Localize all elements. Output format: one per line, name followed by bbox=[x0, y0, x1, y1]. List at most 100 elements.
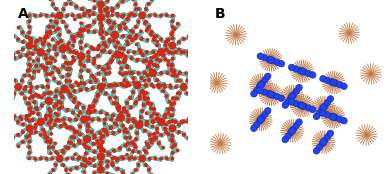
Circle shape bbox=[86, 136, 89, 139]
Circle shape bbox=[99, 157, 102, 160]
Circle shape bbox=[100, 167, 102, 169]
Circle shape bbox=[26, 69, 29, 72]
Circle shape bbox=[155, 35, 158, 38]
Circle shape bbox=[63, 48, 66, 51]
Circle shape bbox=[160, 14, 162, 17]
Circle shape bbox=[77, 157, 80, 160]
Circle shape bbox=[43, 93, 46, 96]
Circle shape bbox=[60, 49, 63, 52]
Circle shape bbox=[125, 72, 128, 74]
Circle shape bbox=[139, 14, 142, 17]
Circle shape bbox=[183, 120, 185, 123]
Circle shape bbox=[99, 155, 103, 158]
Circle shape bbox=[134, 25, 137, 28]
Circle shape bbox=[133, 51, 136, 54]
Circle shape bbox=[73, 144, 76, 147]
Circle shape bbox=[57, 157, 60, 160]
Circle shape bbox=[38, 121, 41, 125]
Circle shape bbox=[16, 87, 19, 90]
Circle shape bbox=[82, 106, 85, 109]
Circle shape bbox=[76, 33, 79, 36]
Circle shape bbox=[101, 4, 104, 7]
Circle shape bbox=[81, 56, 84, 59]
Circle shape bbox=[71, 14, 74, 17]
Circle shape bbox=[73, 136, 75, 138]
Circle shape bbox=[69, 84, 73, 87]
Circle shape bbox=[72, 44, 74, 46]
Circle shape bbox=[254, 87, 260, 94]
Circle shape bbox=[42, 86, 44, 88]
Circle shape bbox=[72, 128, 74, 130]
Circle shape bbox=[175, 86, 178, 88]
Circle shape bbox=[135, 85, 138, 88]
Circle shape bbox=[85, 45, 87, 47]
Circle shape bbox=[82, 118, 86, 121]
Circle shape bbox=[288, 95, 294, 101]
Circle shape bbox=[101, 169, 104, 172]
Circle shape bbox=[29, 44, 32, 46]
Circle shape bbox=[122, 22, 125, 25]
Circle shape bbox=[62, 164, 65, 166]
Circle shape bbox=[83, 65, 85, 68]
Circle shape bbox=[48, 108, 51, 110]
Circle shape bbox=[91, 74, 93, 77]
Circle shape bbox=[118, 52, 120, 55]
Circle shape bbox=[138, 122, 141, 125]
Circle shape bbox=[32, 60, 34, 62]
Circle shape bbox=[61, 88, 64, 91]
Circle shape bbox=[149, 69, 152, 72]
Circle shape bbox=[117, 55, 120, 58]
Circle shape bbox=[102, 3, 104, 5]
Circle shape bbox=[158, 120, 161, 123]
Circle shape bbox=[65, 87, 68, 90]
Circle shape bbox=[293, 122, 299, 129]
Circle shape bbox=[130, 13, 133, 15]
Circle shape bbox=[114, 32, 118, 35]
Circle shape bbox=[152, 73, 156, 76]
Circle shape bbox=[142, 60, 145, 63]
Circle shape bbox=[150, 57, 153, 59]
Circle shape bbox=[31, 76, 34, 79]
Circle shape bbox=[148, 14, 151, 17]
Circle shape bbox=[81, 56, 84, 59]
Circle shape bbox=[50, 20, 52, 22]
Circle shape bbox=[134, 37, 137, 39]
Circle shape bbox=[46, 101, 49, 104]
Circle shape bbox=[27, 126, 29, 129]
Circle shape bbox=[267, 91, 274, 98]
Circle shape bbox=[49, 91, 52, 94]
Circle shape bbox=[171, 43, 174, 45]
Circle shape bbox=[86, 161, 89, 164]
Circle shape bbox=[170, 107, 173, 109]
Circle shape bbox=[90, 46, 93, 49]
Circle shape bbox=[58, 119, 61, 122]
Circle shape bbox=[258, 116, 264, 123]
Circle shape bbox=[128, 84, 131, 87]
Circle shape bbox=[124, 27, 127, 30]
Circle shape bbox=[69, 126, 71, 129]
Circle shape bbox=[179, 79, 181, 82]
Circle shape bbox=[99, 3, 103, 6]
Circle shape bbox=[155, 136, 158, 139]
Circle shape bbox=[116, 167, 119, 170]
Circle shape bbox=[67, 42, 70, 45]
Circle shape bbox=[68, 0, 70, 1]
Circle shape bbox=[171, 157, 174, 159]
Circle shape bbox=[164, 58, 167, 61]
Circle shape bbox=[119, 114, 122, 118]
Circle shape bbox=[54, 151, 57, 153]
Circle shape bbox=[48, 43, 51, 46]
Circle shape bbox=[137, 123, 141, 127]
Circle shape bbox=[28, 52, 31, 54]
Circle shape bbox=[87, 125, 90, 128]
Circle shape bbox=[136, 132, 139, 135]
Circle shape bbox=[18, 87, 20, 90]
Circle shape bbox=[29, 82, 32, 85]
Circle shape bbox=[18, 84, 20, 87]
Circle shape bbox=[28, 97, 31, 99]
Circle shape bbox=[135, 82, 138, 85]
Circle shape bbox=[171, 46, 174, 49]
Circle shape bbox=[165, 41, 167, 43]
Circle shape bbox=[29, 45, 32, 48]
Circle shape bbox=[56, 68, 59, 71]
